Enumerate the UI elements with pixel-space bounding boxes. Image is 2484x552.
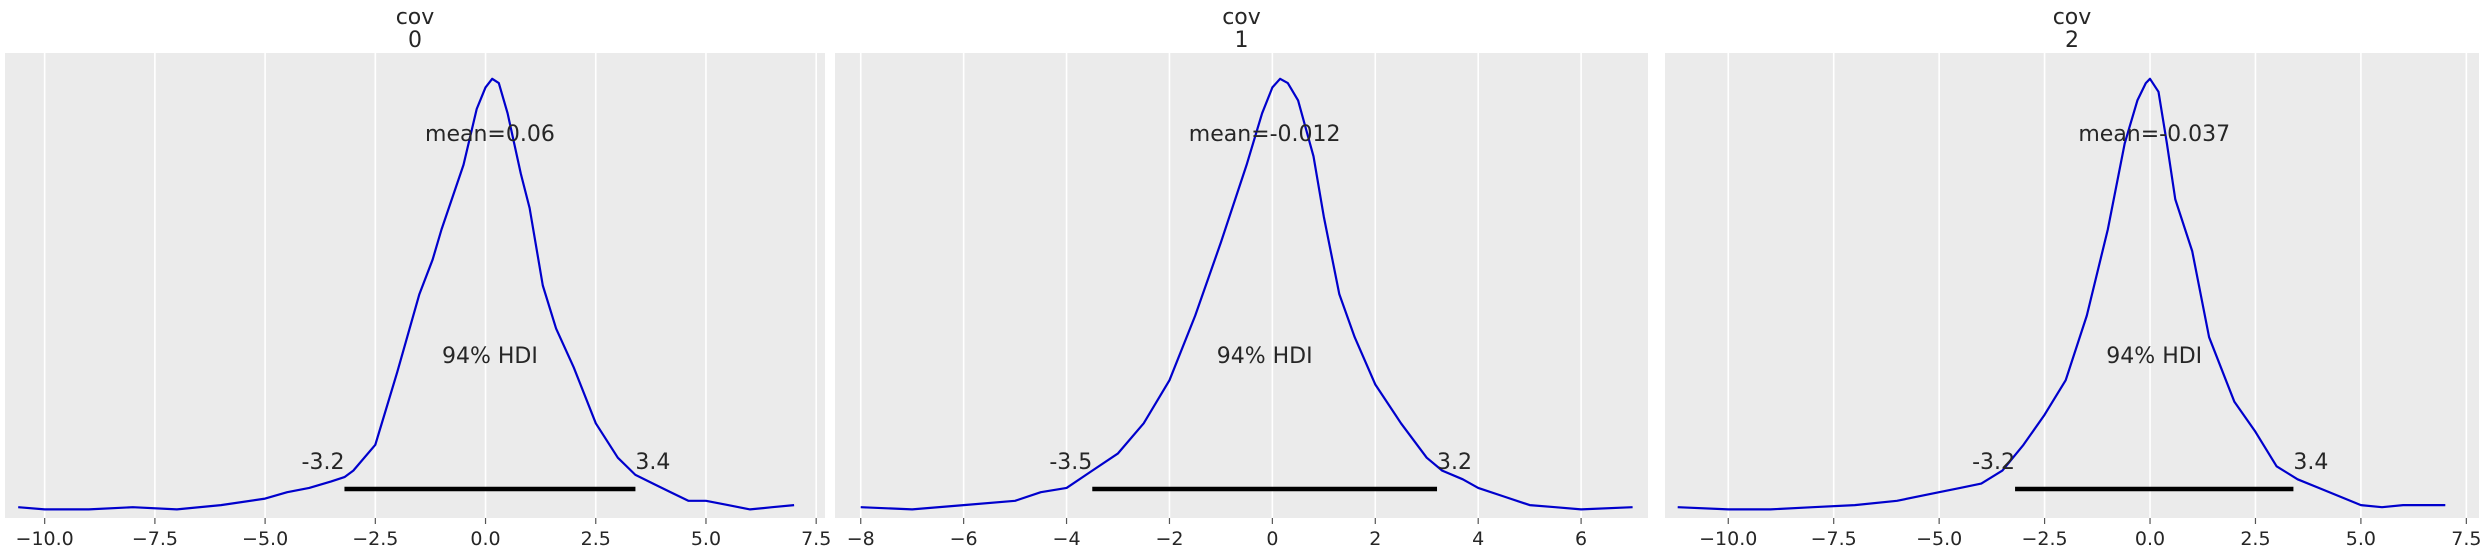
x-tick-label: −2.5 <box>2022 528 2068 550</box>
panel-subtitle: 0 <box>408 28 422 53</box>
panel-title: cov <box>2053 5 2092 30</box>
mean-label: mean=0.06 <box>425 122 555 147</box>
hdi-high-label: 3.4 <box>635 450 670 475</box>
hdi-high-label: 3.2 <box>1437 450 1472 475</box>
x-tick-label: −7.5 <box>132 528 178 550</box>
x-tick-label: −8 <box>847 528 875 550</box>
hdi-low-label: -3.2 <box>1972 450 2015 475</box>
x-tick-label: 7.5 <box>801 528 831 550</box>
x-tick-label: −4 <box>1053 528 1081 550</box>
x-tick-label: 2.5 <box>581 528 611 550</box>
hdi-label: 94% HDI <box>2106 344 2202 369</box>
panel-title: cov <box>1222 5 1261 30</box>
x-tick-label: 4 <box>1472 528 1484 550</box>
panel-title: cov <box>396 5 435 30</box>
x-tick-label: 7.5 <box>2451 528 2481 550</box>
hdi-low-label: -3.5 <box>1049 450 1092 475</box>
x-tick-label: 5.0 <box>2346 528 2376 550</box>
density-curve <box>1677 77 2446 511</box>
x-tick-label: −10.0 <box>1699 528 1757 550</box>
x-tick-label: 0 <box>1266 528 1278 550</box>
x-tick-label: 0.0 <box>2135 528 2165 550</box>
x-tick-label: −7.5 <box>1811 528 1857 550</box>
x-tick-label: −5.0 <box>242 528 288 550</box>
density-curve <box>860 77 1633 511</box>
plot-background <box>1665 53 2479 518</box>
x-tick-label: 2.5 <box>2240 528 2270 550</box>
plot-background <box>5 53 825 518</box>
x-tick-label: −2 <box>1155 528 1183 550</box>
x-tick-label: 6 <box>1575 528 1587 550</box>
x-tick-label: −5.0 <box>1916 528 1962 550</box>
x-tick-label: 5.0 <box>691 528 721 550</box>
plot-background <box>835 53 1648 518</box>
x-tick-label: −2.5 <box>352 528 398 550</box>
hdi-low-label: -3.2 <box>302 450 345 475</box>
hdi-label: 94% HDI <box>442 344 538 369</box>
panel-subtitle: 2 <box>2065 28 2079 53</box>
mean-label: mean=-0.012 <box>1189 122 1341 147</box>
hdi-high-label: 3.4 <box>2293 450 2328 475</box>
panel-subtitle: 1 <box>1235 28 1249 53</box>
x-tick-label: −6 <box>950 528 978 550</box>
x-tick-label: 0.0 <box>470 528 500 550</box>
x-tick-label: 2 <box>1369 528 1381 550</box>
x-tick-label: −10.0 <box>16 528 74 550</box>
hdi-label: 94% HDI <box>1217 344 1313 369</box>
density-curve <box>18 77 795 511</box>
mean-label: mean=-0.037 <box>2078 122 2230 147</box>
